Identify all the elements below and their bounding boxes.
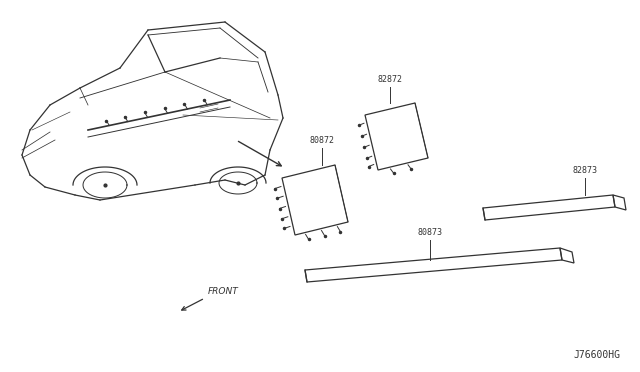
Text: 80873: 80873 [417,228,442,237]
Text: 82872: 82872 [378,75,403,84]
Text: FRONT: FRONT [208,287,239,296]
Text: 80872: 80872 [310,136,335,145]
Text: 82873: 82873 [573,166,598,175]
Text: J76600HG: J76600HG [573,350,620,360]
